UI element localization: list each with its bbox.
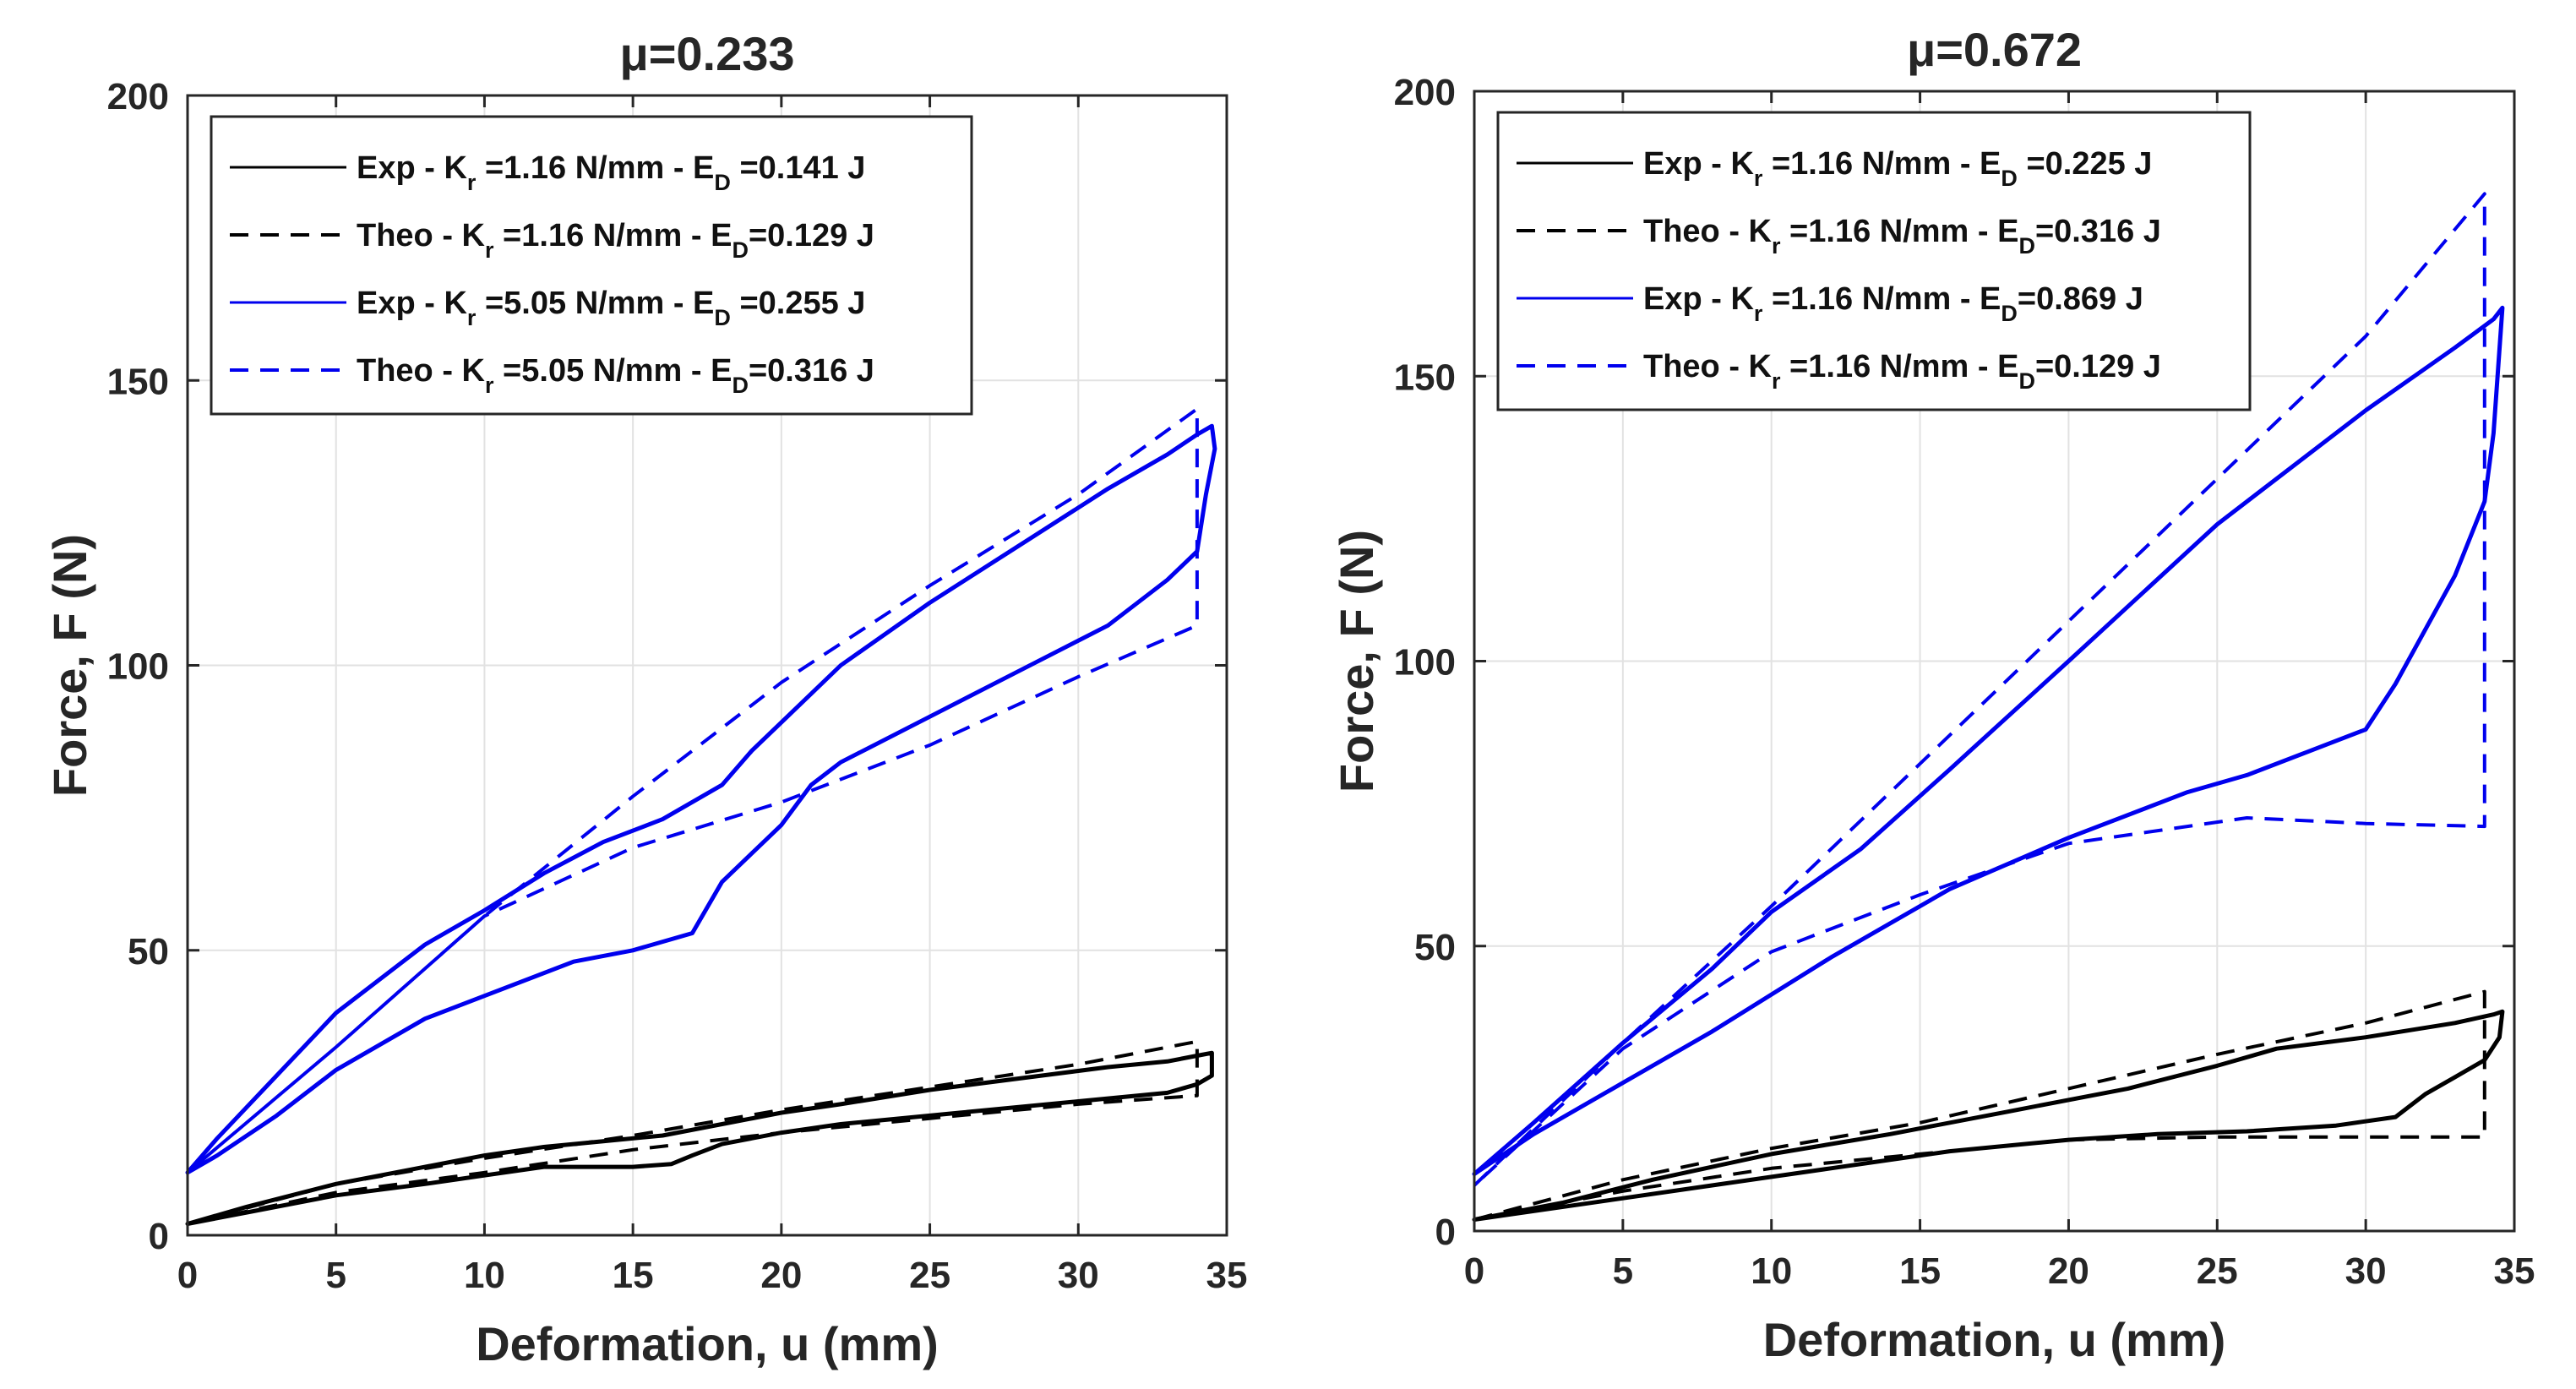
series-line-4 bbox=[186, 407, 1199, 1174]
x-tick-label: 25 bbox=[2197, 1250, 2238, 1292]
y-tick-label: 50 bbox=[1414, 927, 1456, 968]
x-axis-label: Deformation, u (mm) bbox=[476, 1317, 939, 1370]
chart-title: μ=0.672 bbox=[1907, 23, 2082, 76]
chart-2: 0 5 10 15 20 25 30 35 0 50 100 150 200 μ=0.672 Deforma… bbox=[1330, 23, 2535, 1366]
legend-subscript: D bbox=[2018, 233, 2035, 259]
y-tick-label: 150 bbox=[1394, 357, 1456, 398]
y-tick-label: 50 bbox=[128, 931, 169, 972]
series-line-1 bbox=[1472, 1009, 2505, 1222]
legend-text-part: Exp - K bbox=[1643, 281, 1754, 317]
legend-entry: Exp - Kr =5.05 N/mm - ED =0.255 J bbox=[357, 286, 865, 330]
legend-subscript: r bbox=[1772, 233, 1781, 259]
y-tick-label: 100 bbox=[107, 646, 169, 688]
legend-text-part: =0.129 J bbox=[749, 218, 874, 253]
legend-entry: Exp - Kr =1.16 N/mm - ED=0.869 J bbox=[1643, 281, 2143, 326]
legend-text-part: =0.129 J bbox=[2035, 349, 2161, 384]
chart-1: 0 5 10 15 20 25 30 35 0 50 100 150 200 μ=0.233 Deforma… bbox=[43, 27, 1247, 1370]
y-axis-label: Force, F (N) bbox=[1330, 530, 1383, 793]
x-tick-label: 0 bbox=[1464, 1250, 1484, 1292]
legend-entry: Exp - Kr =1.16 N/mm - ED =0.141 J bbox=[357, 150, 865, 195]
legend-subscript: r bbox=[1772, 368, 1781, 394]
series-line-3 bbox=[185, 423, 1217, 1175]
legend-subscript: r bbox=[467, 305, 477, 330]
legend-text-part: =1.16 N/mm - E bbox=[1781, 349, 2019, 384]
legend-entry: Theo - Kr =5.05 N/mm - ED=0.316 J bbox=[357, 353, 874, 398]
legend-text-part: =0.141 J bbox=[731, 150, 866, 186]
y-tick-label: 200 bbox=[1394, 72, 1456, 113]
legend-text-part: =0.316 J bbox=[749, 353, 874, 389]
legend-text-part: =1.16 N/mm - E bbox=[476, 150, 714, 186]
x-tick-label: 25 bbox=[909, 1255, 950, 1296]
legend-subscript: r bbox=[467, 170, 477, 195]
x-tick-label: 30 bbox=[1058, 1255, 1099, 1296]
x-tick-label: 15 bbox=[613, 1255, 654, 1296]
legend-text-part: =0.316 J bbox=[2035, 214, 2161, 249]
chart-title: μ=0.233 bbox=[619, 27, 794, 80]
x-tick-label: 15 bbox=[1899, 1250, 1941, 1292]
legend-subscript: r bbox=[1754, 166, 1763, 191]
legend-text-part: =5.05 N/mm - E bbox=[476, 286, 714, 321]
legend-text-part: =0.255 J bbox=[731, 286, 866, 321]
x-tick-label: 35 bbox=[1206, 1255, 1248, 1296]
x-tick-label: 10 bbox=[464, 1255, 505, 1296]
y-tick-label: 100 bbox=[1394, 642, 1456, 684]
legend-text-part: =0.869 J bbox=[2018, 281, 2143, 317]
legend-text-part: =1.16 N/mm - E bbox=[1781, 214, 2019, 249]
x-tick-label: 0 bbox=[177, 1255, 198, 1296]
x-tick-label: 5 bbox=[1613, 1250, 1633, 1292]
legend-subscript: D bbox=[2001, 301, 2018, 326]
legend-text-part: Theo - K bbox=[357, 218, 486, 253]
legend-entry: Theo - Kr =1.16 N/mm - ED=0.129 J bbox=[1643, 349, 2161, 394]
x-tick-label: 20 bbox=[760, 1255, 802, 1296]
y-tick-label: 0 bbox=[1435, 1212, 1456, 1253]
legend-text-part: Exp - K bbox=[357, 286, 467, 321]
legend-subscript: D bbox=[714, 170, 731, 195]
legend-text-part: =0.225 J bbox=[2018, 146, 2153, 182]
legend-entry: Theo - Kr =1.16 N/mm - ED=0.129 J bbox=[357, 218, 874, 263]
legend-entry: Theo - Kr =1.16 N/mm - ED=0.316 J bbox=[1643, 214, 2161, 259]
legend-text-part: Exp - K bbox=[1643, 146, 1754, 182]
series-line-3 bbox=[1472, 305, 2505, 1176]
legend-text-part: Theo - K bbox=[1643, 349, 1773, 384]
legend-subscript: D bbox=[2001, 166, 2018, 191]
legend-subscript: D bbox=[714, 305, 731, 330]
legend-text-part: =1.16 N/mm - E bbox=[1762, 146, 2001, 182]
legend-subscript: D bbox=[732, 373, 749, 398]
legend-text-part: =5.05 N/mm - E bbox=[494, 353, 732, 389]
legend-entry: Exp - Kr =1.16 N/mm - ED =0.225 J bbox=[1643, 146, 2152, 191]
legend-text-part: Exp - K bbox=[357, 150, 467, 186]
x-tick-label: 10 bbox=[1751, 1250, 1792, 1292]
y-tick-label: 200 bbox=[107, 76, 169, 117]
series-line-2 bbox=[1473, 989, 2486, 1222]
x-tick-label: 20 bbox=[2048, 1250, 2089, 1292]
series-line-2 bbox=[187, 1039, 1199, 1226]
y-tick-label: 150 bbox=[107, 361, 169, 402]
y-tick-label: 0 bbox=[149, 1216, 169, 1257]
legend-subscript: r bbox=[485, 237, 494, 263]
legend-subscript: r bbox=[1754, 301, 1763, 326]
legend-text-part: Theo - K bbox=[357, 353, 486, 389]
series-line-1 bbox=[185, 1050, 1214, 1226]
x-tick-label: 30 bbox=[2345, 1250, 2387, 1292]
x-tick-label: 5 bbox=[325, 1255, 346, 1296]
x-axis-label: Deformation, u (mm) bbox=[1763, 1313, 2226, 1366]
legend-text-part: =1.16 N/mm - E bbox=[1762, 281, 2001, 317]
legend-subscript: D bbox=[2018, 368, 2035, 394]
legend-subscript: D bbox=[732, 237, 749, 263]
legend-text-part: Theo - K bbox=[1643, 214, 1773, 249]
legend-subscript: r bbox=[485, 373, 494, 398]
x-tick-label: 35 bbox=[2494, 1250, 2535, 1292]
y-axis-label: Force, F (N) bbox=[43, 534, 96, 797]
legend-text-part: =1.16 N/mm - E bbox=[494, 218, 732, 253]
